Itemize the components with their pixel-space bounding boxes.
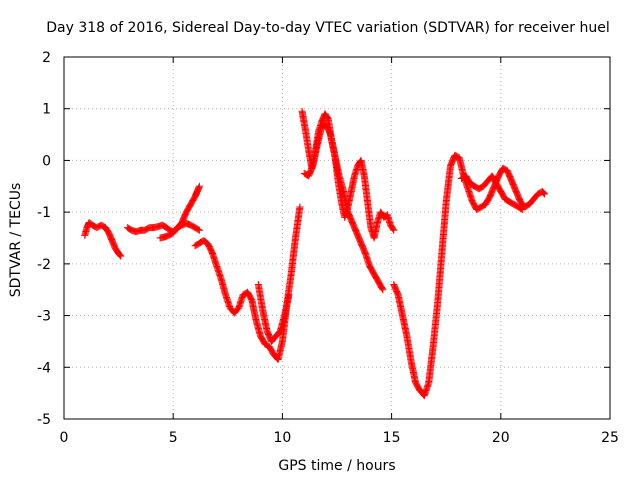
data-point <box>540 189 548 197</box>
y-axis-label: SDTVAR / TECUs <box>8 183 24 298</box>
data-point <box>285 291 293 299</box>
x-tick-label: 15 <box>383 430 401 446</box>
chart-title: Day 318 of 2016, Sidereal Day-to-day VTE… <box>46 20 609 36</box>
data-point <box>194 226 202 234</box>
y-tick-label: 2 <box>42 50 51 66</box>
x-tick-label: 10 <box>273 430 291 446</box>
axis-ticks: 0 5 10 15 20 25 -5 -4 -3 -2 -1 0 1 2 <box>37 50 619 446</box>
plot-frame <box>63 56 611 420</box>
data-point <box>390 226 398 234</box>
data-point <box>379 286 387 294</box>
data-point <box>195 182 203 190</box>
y-tick-label: -3 <box>37 309 51 325</box>
y-tick-label: -2 <box>37 257 51 273</box>
y-tick-label: 0 <box>42 153 51 169</box>
x-tick-label: 20 <box>492 430 510 446</box>
data-point <box>378 285 386 293</box>
y-tick-label: -4 <box>37 360 51 376</box>
x-tick-label: 0 <box>60 430 69 446</box>
data-point <box>117 252 125 260</box>
data-point <box>519 206 527 214</box>
data-point <box>539 188 547 196</box>
data-point <box>540 190 548 198</box>
data-point <box>518 205 526 213</box>
y-tick-label: -5 <box>37 412 51 428</box>
data-point <box>389 225 397 233</box>
data-point <box>115 250 123 258</box>
x-tick-label: 5 <box>169 430 178 446</box>
x-tick-label: 25 <box>601 430 619 446</box>
data-point <box>296 203 304 211</box>
data-point <box>116 251 124 259</box>
x-axis-label: GPS time / hours <box>278 458 395 474</box>
y-tick-label: 1 <box>42 102 51 118</box>
data-points <box>81 107 548 400</box>
y-tick-label: -1 <box>37 205 51 221</box>
data-point <box>195 226 203 234</box>
